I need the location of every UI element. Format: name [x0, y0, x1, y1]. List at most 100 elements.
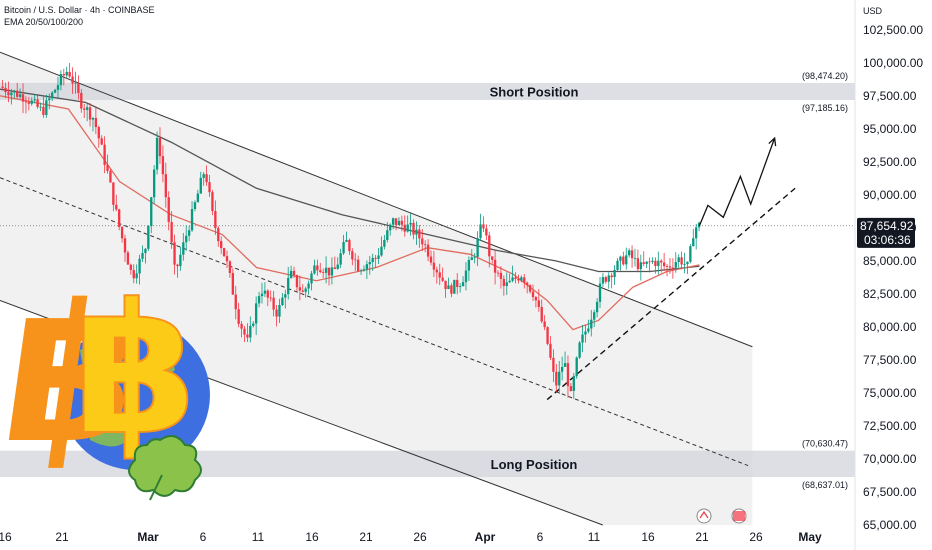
candle: [692, 238, 695, 247]
x-tick-label: 16: [305, 530, 319, 544]
candle: [601, 277, 605, 284]
candle: [109, 170, 112, 183]
candle: [275, 309, 278, 317]
candle: [438, 272, 441, 278]
candle: [13, 90, 16, 93]
candle: [426, 244, 430, 257]
candle: [301, 290, 304, 292]
candle: [257, 296, 261, 304]
candle: [668, 266, 672, 268]
last-price-value: 87,654.92: [860, 219, 914, 233]
candle: [185, 235, 188, 243]
candle: [680, 257, 683, 265]
projection-path: [698, 137, 776, 227]
candle: [374, 257, 377, 259]
candle: [316, 265, 319, 271]
candle: [50, 92, 54, 99]
candle: [115, 204, 118, 210]
candle: [118, 209, 121, 227]
leaf-icon: [128, 435, 202, 497]
candle: [322, 272, 325, 273]
candle: [272, 297, 275, 310]
candle: [193, 202, 197, 209]
candle: [106, 164, 109, 171]
candle: [155, 137, 159, 170]
last-price-tag: [857, 217, 915, 248]
y-tick-label: 92,500.00: [863, 155, 917, 169]
candle: [289, 270, 293, 278]
candle: [543, 321, 546, 328]
candle: [537, 300, 540, 307]
short-position-zone-high: (98,474.20): [802, 71, 848, 81]
candle: [65, 71, 68, 76]
candle: [138, 258, 141, 274]
candle: [339, 253, 342, 265]
candle: [578, 342, 581, 358]
candle: [278, 305, 281, 317]
candle: [450, 285, 453, 294]
candle: [424, 244, 427, 246]
candle: [651, 260, 654, 263]
candle: [202, 174, 205, 178]
candle: [1, 86, 4, 88]
candle: [42, 106, 45, 115]
candle: [511, 277, 514, 281]
candle: [371, 257, 374, 263]
candle: [665, 266, 669, 267]
candle: [403, 224, 406, 232]
currency-label[interactable]: USD: [862, 6, 882, 16]
short-position-zone-low: (97,185.16): [802, 103, 848, 113]
candle: [313, 265, 316, 274]
x-tick-label: 16: [0, 530, 12, 544]
candle: [508, 280, 511, 283]
trendline-support: [546, 187, 796, 401]
candle: [660, 260, 663, 263]
candle: [123, 238, 127, 253]
candle: [208, 182, 211, 193]
candle: [627, 250, 631, 256]
candle: [18, 94, 22, 97]
x-tick-label: 26: [749, 530, 763, 544]
candle: [4, 87, 7, 93]
candle: [356, 259, 360, 272]
candle: [482, 224, 485, 229]
symbol-label: Bitcoin / U.S. Dollar · 4h · COINBASE: [4, 5, 155, 15]
x-tick-label: Mar: [137, 530, 159, 544]
candle: [324, 267, 328, 273]
candle: [342, 241, 345, 254]
candle: [231, 273, 235, 295]
candle: [633, 258, 637, 260]
candle: [269, 297, 272, 299]
candle: [161, 156, 165, 175]
candle: [558, 371, 561, 386]
candle: [689, 246, 692, 262]
candle: [546, 327, 549, 344]
candle: [240, 323, 243, 329]
candle: [211, 192, 214, 212]
candle: [179, 254, 182, 267]
candle: [217, 228, 220, 242]
candle: [397, 220, 401, 226]
projection-arrow-icon: [768, 136, 777, 147]
globe-land-icon: [80, 340, 175, 447]
candle: [100, 138, 103, 145]
candle: [560, 366, 564, 372]
candle: [432, 262, 436, 270]
candle: [453, 279, 456, 294]
candle: [327, 267, 331, 276]
candle: [351, 251, 354, 260]
candle: [71, 76, 74, 84]
candle: [365, 264, 369, 270]
candle: [377, 255, 380, 259]
candle: [33, 99, 36, 101]
candle: [616, 260, 619, 270]
candle: [132, 269, 135, 279]
candle: [523, 277, 526, 283]
candle: [304, 288, 307, 292]
candle: [333, 267, 336, 269]
candle: [220, 241, 223, 249]
candle: [77, 82, 80, 93]
y-tick-label: 102,500.00: [863, 23, 923, 37]
candle: [307, 283, 310, 289]
